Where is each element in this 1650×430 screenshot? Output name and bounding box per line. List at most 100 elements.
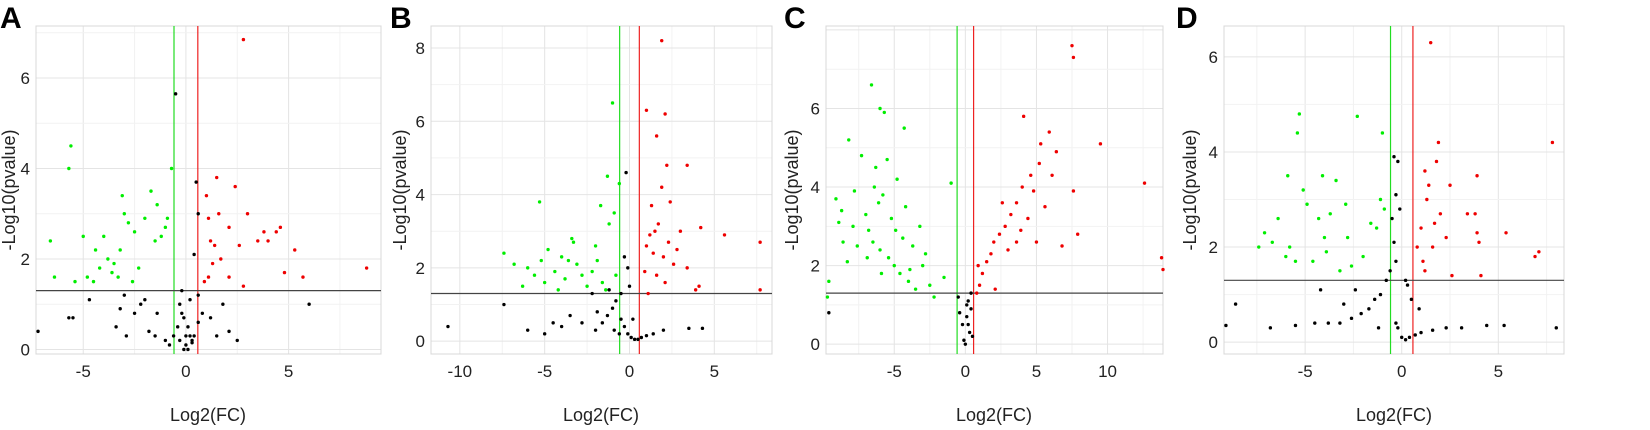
data-point-ns [221,302,225,306]
data-point-up [1475,174,1479,178]
data-point-down [1311,259,1315,264]
data-point-ns [200,311,205,315]
data-point-down [1382,207,1387,211]
data-point-down [553,269,557,274]
data-point-ns [631,317,635,321]
data-point-down [1349,264,1354,268]
data-point-down [1276,216,1280,221]
y-axis-label-d: -Log10(pvalue) [1180,129,1200,250]
data-point-up [666,240,671,244]
x-tick-label: 5 [1032,362,1041,381]
y-tick-label: 4 [811,178,820,197]
data-point-down [559,255,564,259]
data-point-ns [612,328,616,332]
data-point-up [665,163,669,167]
data-point-down [130,279,135,284]
data-point-up [210,261,215,266]
data-point-up [1043,204,1047,209]
data-point-ns [1396,326,1400,330]
data-point-ns [965,314,969,319]
x-tick-label: -5 [1298,362,1313,381]
data-point-down [539,258,543,263]
data-point-ns [969,307,973,311]
data-point-down [542,280,547,285]
data-point-up [364,266,369,270]
x-tick-label: 0 [1397,362,1406,381]
data-point-ns [542,332,547,336]
data-point-ns [827,311,831,315]
data-point-ns [1313,321,1317,325]
data-point-ns [622,255,627,259]
plot-area-c [825,25,1164,355]
data-point-up [1161,267,1165,272]
data-point-ns [1233,302,1238,306]
data-point-up [219,257,223,261]
data-point-down [112,261,116,266]
data-point-ns [147,329,151,334]
data-point-down [1380,131,1385,135]
data-point-ns [502,302,506,307]
data-point-up [1430,245,1435,249]
data-point-ns [208,316,213,320]
data-point-down [918,224,922,229]
y-tick-label: 6 [1209,48,1218,67]
data-point-down [898,271,902,276]
data-point-up [1054,150,1059,154]
data-point-down [837,220,841,225]
data-point-down [892,263,896,268]
data-point-up [1019,228,1023,232]
data-point-down [1262,231,1267,235]
y-tick-label: 4 [21,160,30,179]
data-point-down [878,106,882,111]
data-point-down [942,275,946,280]
data-point-down [556,288,560,292]
data-point-down [163,225,168,230]
data-point-down [827,279,831,284]
data-point-down [923,252,928,256]
data-point-down [600,280,605,285]
grid-d [1224,26,1564,354]
data-point-up [208,239,213,243]
data-point-ns [155,311,159,315]
x-tick-label: -10 [448,362,473,381]
data-point-up [1432,221,1437,225]
data-point-ns [175,325,180,329]
data-point-ns [644,333,649,338]
data-point-down [52,275,57,279]
data-point-up [1419,226,1423,230]
data-point-ns [614,299,618,303]
data-point-up [654,273,659,277]
data-point-up [656,222,661,226]
y-tick-label: 4 [416,186,425,205]
data-point-up [1031,189,1036,193]
data-point-up [1003,224,1007,229]
data-point-up [644,108,649,112]
data-point-up [256,239,260,243]
data-point-ns [962,338,966,342]
panel-label-b: B [390,2,412,35]
data-point-down [595,258,599,263]
data-point-down [165,216,170,220]
data-point-up [663,280,667,285]
y-tick-label: 8 [416,39,425,58]
data-point-up [980,271,985,276]
data-point-ns [1224,323,1228,328]
x-tick-label: 10 [1098,362,1117,381]
data-point-up [1465,212,1470,216]
data-point-down [855,244,859,248]
data-point-ns [1392,155,1396,159]
ticks-d: -5 0 5 0 2 4 6 [1209,48,1504,381]
data-point-up [1450,273,1454,278]
data-point-ns [651,332,655,336]
data-point-up [1473,212,1477,216]
data-point-down [908,267,912,272]
data-point-down [116,275,120,279]
data-point-up [1479,273,1483,278]
data-point-ns [1444,326,1448,330]
data-point-up [212,243,217,248]
data-point-up [1438,212,1443,216]
data-point-up [1070,43,1074,48]
data-point-ns [190,338,194,343]
data-point-up [699,225,703,230]
x-tick-label: 5 [284,362,293,381]
